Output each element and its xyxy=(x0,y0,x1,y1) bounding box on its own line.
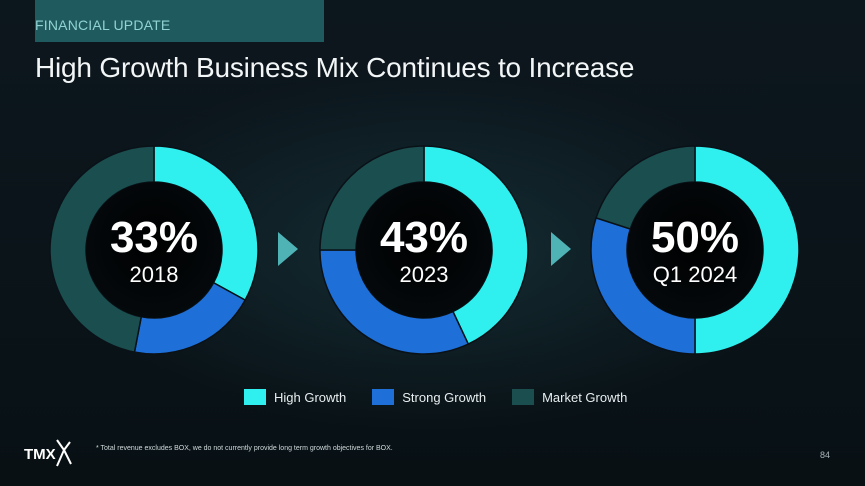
legend-item-market-growth: Market Growth xyxy=(512,389,627,405)
donut-hole xyxy=(627,182,763,318)
legend-item-strong-growth: Strong Growth xyxy=(372,389,486,405)
legend-label-market-growth: Market Growth xyxy=(542,389,628,405)
progression-arrow-icon xyxy=(551,232,571,266)
tmx-logo-text: TMX xyxy=(24,446,56,463)
progression-arrow-icon xyxy=(278,232,298,266)
legend-label-high-growth: High Growth xyxy=(274,389,347,405)
chart-legend: High Growth Strong Growth Market Growth xyxy=(244,389,627,405)
donut-hole xyxy=(86,182,222,318)
section-tag: FINANCIAL UPDATE xyxy=(35,0,324,42)
tmx-logo-mark xyxy=(56,439,72,467)
footnote: * Total revenue excludes BOX, we do not … xyxy=(96,445,393,452)
center-label: 2023 xyxy=(400,262,449,287)
center-label: Q1 2024 xyxy=(653,262,737,287)
donut-chart-2: 43%2023 xyxy=(319,145,529,355)
legend-swatch-market-growth xyxy=(512,389,535,405)
legend-item-high-growth: High Growth xyxy=(244,389,346,405)
legend-swatch-high-growth xyxy=(244,389,266,405)
legend-label-strong-growth: Strong Growth xyxy=(402,389,487,405)
legend-swatch-strong-growth xyxy=(372,389,395,405)
donut-chart-3: 50%Q1 2024 xyxy=(590,145,800,355)
donut-hole xyxy=(356,182,492,318)
donut-chart-1: 33%2018 xyxy=(49,145,259,355)
center-value: 50% xyxy=(651,213,739,262)
center-label: 2018 xyxy=(130,262,179,287)
center-value: 43% xyxy=(380,213,468,262)
section-tag-label: FINANCIAL UPDATE xyxy=(35,17,171,33)
tmx-logo: TMX xyxy=(24,439,72,467)
page-title: High Growth Business Mix Continues to In… xyxy=(35,52,635,83)
page-number: 84 xyxy=(820,450,831,460)
center-value: 33% xyxy=(110,213,198,262)
